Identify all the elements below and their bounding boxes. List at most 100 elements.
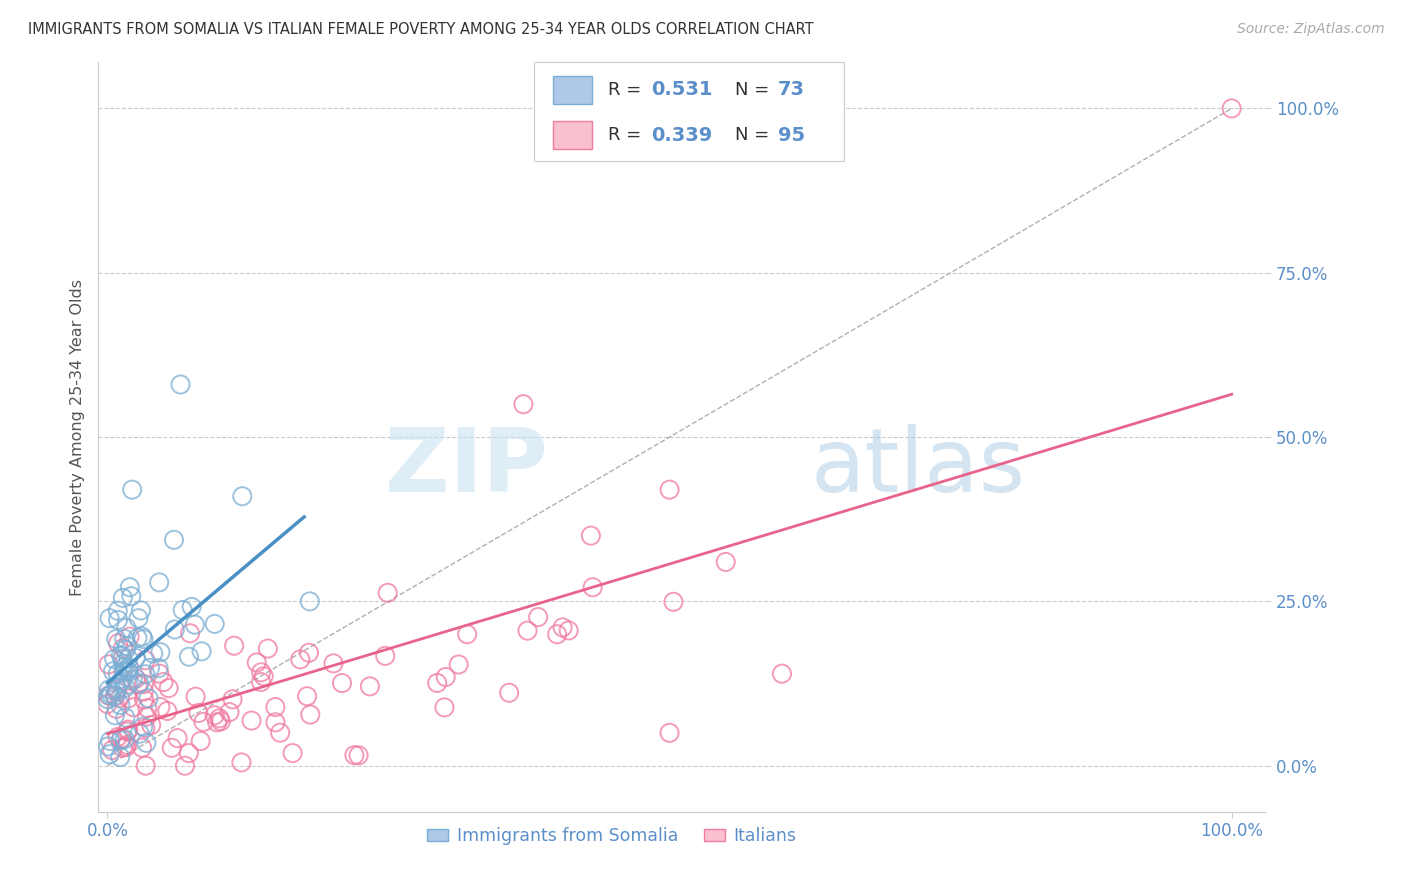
Point bbox=[111, 591, 134, 605]
Point bbox=[110, 731, 132, 746]
Point bbox=[174, 758, 197, 772]
Point bbox=[374, 648, 396, 663]
Point bbox=[114, 732, 136, 747]
Point bbox=[112, 657, 135, 671]
Point bbox=[256, 641, 278, 656]
Point bbox=[118, 630, 141, 644]
Y-axis label: Female Poverty Among 25-34 Year Olds: Female Poverty Among 25-34 Year Olds bbox=[69, 278, 84, 596]
Point bbox=[104, 689, 127, 703]
Point bbox=[98, 689, 121, 703]
Point bbox=[177, 649, 200, 664]
Point bbox=[658, 483, 681, 497]
Text: R =: R = bbox=[607, 126, 647, 144]
Point bbox=[135, 709, 157, 723]
Point bbox=[139, 661, 162, 675]
Point bbox=[117, 691, 139, 706]
Text: 95: 95 bbox=[778, 126, 806, 145]
Point bbox=[231, 489, 253, 503]
Point bbox=[557, 624, 579, 638]
Point bbox=[190, 644, 212, 658]
Point bbox=[107, 730, 129, 744]
Point bbox=[132, 677, 155, 691]
Point bbox=[112, 641, 135, 656]
Point bbox=[97, 739, 120, 754]
Point bbox=[105, 685, 128, 699]
Point bbox=[115, 739, 138, 754]
Point bbox=[117, 677, 139, 691]
Point bbox=[184, 690, 207, 704]
Point bbox=[343, 748, 366, 763]
Point bbox=[166, 731, 188, 745]
FancyBboxPatch shape bbox=[553, 121, 592, 149]
Point bbox=[111, 651, 134, 665]
Point bbox=[250, 675, 273, 690]
Point bbox=[163, 533, 186, 547]
Point bbox=[112, 632, 135, 646]
Point bbox=[136, 701, 159, 715]
Point bbox=[516, 624, 538, 638]
Point bbox=[101, 743, 124, 757]
Point bbox=[132, 720, 155, 734]
Point bbox=[105, 632, 128, 646]
Point bbox=[117, 724, 139, 739]
Point bbox=[134, 653, 156, 667]
Point bbox=[138, 691, 160, 706]
Point bbox=[246, 656, 269, 670]
Point bbox=[377, 586, 399, 600]
Point bbox=[193, 714, 215, 729]
Point bbox=[299, 707, 322, 722]
Point bbox=[115, 621, 138, 635]
Point bbox=[100, 688, 122, 702]
Point bbox=[127, 677, 149, 691]
Point bbox=[156, 704, 179, 718]
Point bbox=[498, 686, 520, 700]
Point bbox=[295, 689, 318, 703]
Point bbox=[132, 632, 155, 646]
Point bbox=[322, 657, 344, 671]
Point bbox=[97, 682, 120, 697]
Point bbox=[122, 700, 145, 714]
Point bbox=[177, 746, 200, 760]
Point bbox=[347, 748, 370, 763]
Point bbox=[184, 617, 207, 632]
Point bbox=[551, 620, 574, 634]
Point bbox=[527, 610, 550, 624]
Point bbox=[121, 483, 143, 497]
Point bbox=[117, 665, 139, 680]
Point bbox=[107, 666, 129, 681]
Point bbox=[128, 727, 150, 741]
Point bbox=[107, 636, 129, 650]
Point bbox=[114, 681, 136, 695]
Point bbox=[117, 651, 139, 665]
Point bbox=[101, 665, 124, 679]
Point bbox=[96, 692, 118, 706]
Point bbox=[118, 661, 141, 675]
Point bbox=[290, 652, 312, 666]
Legend: Immigrants from Somalia, Italians: Immigrants from Somalia, Italians bbox=[420, 820, 804, 852]
Point bbox=[141, 718, 163, 732]
Point bbox=[121, 673, 143, 687]
Point bbox=[105, 681, 128, 695]
Text: IMMIGRANTS FROM SOMALIA VS ITALIAN FEMALE POVERTY AMONG 25-34 YEAR OLDS CORRELAT: IMMIGRANTS FROM SOMALIA VS ITALIAN FEMAL… bbox=[28, 22, 814, 37]
Point bbox=[108, 690, 131, 705]
Text: ZIP: ZIP bbox=[385, 424, 548, 510]
Point bbox=[1220, 102, 1243, 116]
Point bbox=[127, 631, 149, 645]
Point bbox=[103, 652, 125, 666]
Point bbox=[218, 705, 240, 719]
Point bbox=[118, 580, 141, 594]
Point bbox=[105, 683, 128, 698]
Point bbox=[98, 611, 121, 625]
Point bbox=[209, 714, 232, 729]
Point bbox=[434, 670, 457, 684]
Point bbox=[105, 702, 128, 716]
Point bbox=[115, 738, 138, 752]
Point bbox=[134, 721, 156, 735]
Point bbox=[250, 665, 273, 680]
Point bbox=[179, 626, 201, 640]
Point bbox=[231, 756, 253, 770]
Point bbox=[172, 603, 194, 617]
Point bbox=[298, 594, 321, 608]
Point bbox=[433, 700, 456, 714]
Point bbox=[190, 734, 212, 748]
